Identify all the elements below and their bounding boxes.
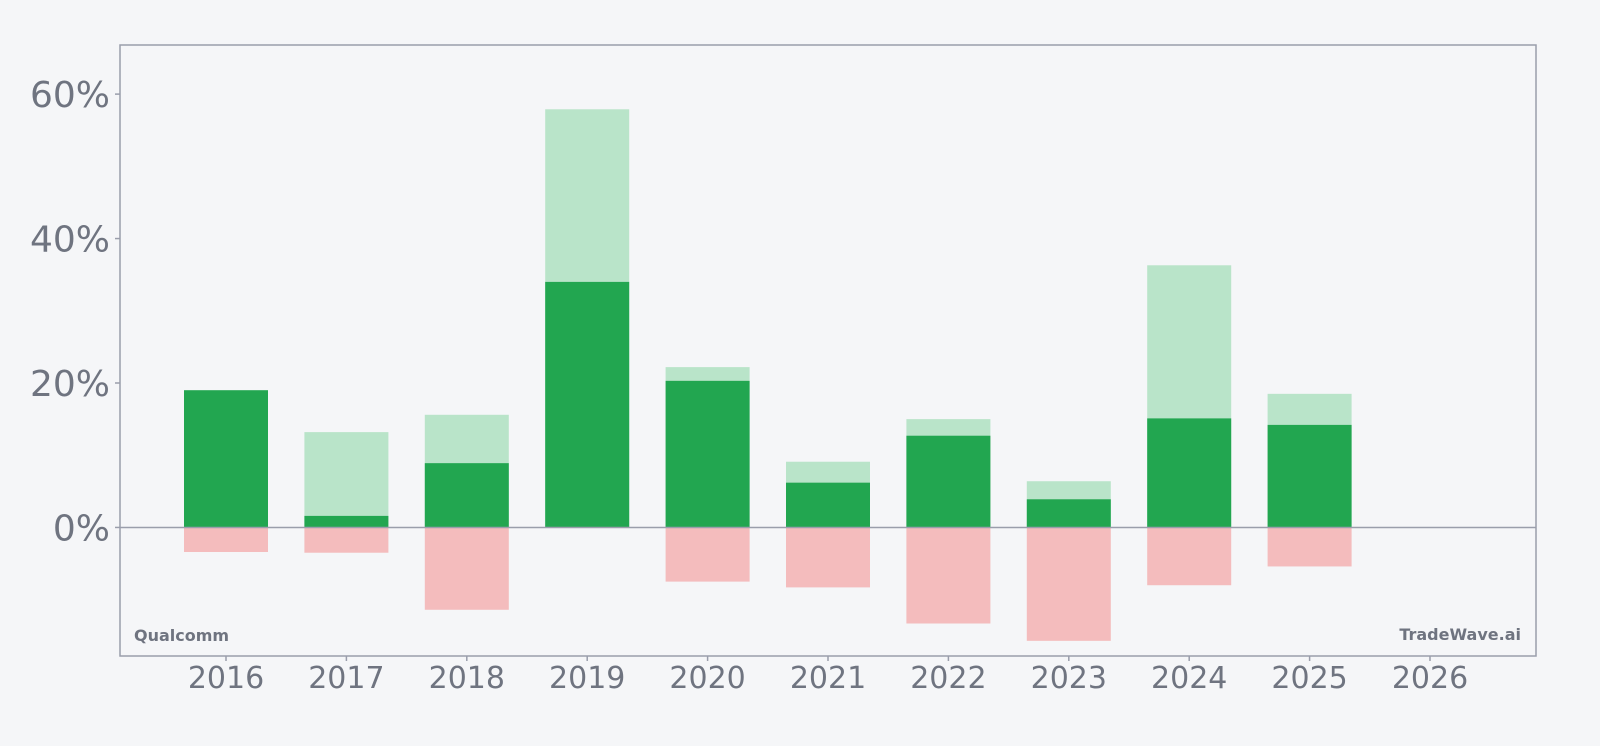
- bar-dark-green-2019: [545, 281, 630, 528]
- x-tick-label: 2022: [910, 661, 986, 696]
- x-tick-label: 2019: [549, 661, 625, 696]
- bar-red-2022: [906, 527, 991, 624]
- bar-red-2025: [1267, 527, 1352, 567]
- watermark-left: Qualcomm: [134, 626, 229, 645]
- x-tick-label: 2024: [1151, 661, 1227, 696]
- bar-red-2021: [786, 527, 870, 588]
- bar-dark-green-2024: [1147, 418, 1232, 528]
- red-bars: [184, 527, 1352, 641]
- bar-dark-green-2018: [424, 463, 509, 528]
- bar-dark-green-2021: [786, 482, 870, 528]
- bar-red-2018: [424, 527, 509, 610]
- bar-dark-green-2016: [184, 390, 268, 528]
- x-tick-label: 2017: [308, 661, 384, 696]
- y-tick-label: 20%: [30, 364, 110, 405]
- x-tick-label: 2018: [429, 661, 505, 696]
- bar-red-2023: [1026, 527, 1111, 641]
- bar-dark-green-2022: [906, 435, 991, 528]
- x-tick-label: 2025: [1271, 661, 1347, 696]
- bar-dark-green-2020: [665, 380, 750, 528]
- bar-red-2017: [304, 527, 389, 553]
- bar-red-2024: [1147, 527, 1232, 586]
- bar-light-green-2017: [304, 432, 389, 528]
- y-axis: 0% 20% 40% 60%: [30, 75, 120, 549]
- bar-dark-green-2025: [1267, 424, 1352, 528]
- x-tick-label: 2023: [1031, 661, 1107, 696]
- x-tick-label: 2021: [790, 661, 866, 696]
- dark-green-bars: [184, 281, 1352, 528]
- watermark-right: TradeWave.ai: [1399, 625, 1521, 644]
- y-tick-label: 40%: [30, 220, 110, 261]
- y-tick-label: 0%: [53, 508, 110, 549]
- bar-dark-green-2023: [1026, 499, 1111, 528]
- bar-dark-green-2017: [304, 515, 389, 528]
- bar-red-2020: [665, 527, 750, 582]
- x-axis: 2016 2017 2018 2019 2020 2021 2022 2023 2024 2025…: [188, 656, 1468, 696]
- y-tick-label: 60%: [30, 75, 110, 116]
- x-tick-label: 2026: [1392, 661, 1468, 696]
- x-tick-label: 2020: [669, 661, 745, 696]
- x-tick-label: 2016: [188, 661, 264, 696]
- bar-red-2016: [184, 527, 268, 552]
